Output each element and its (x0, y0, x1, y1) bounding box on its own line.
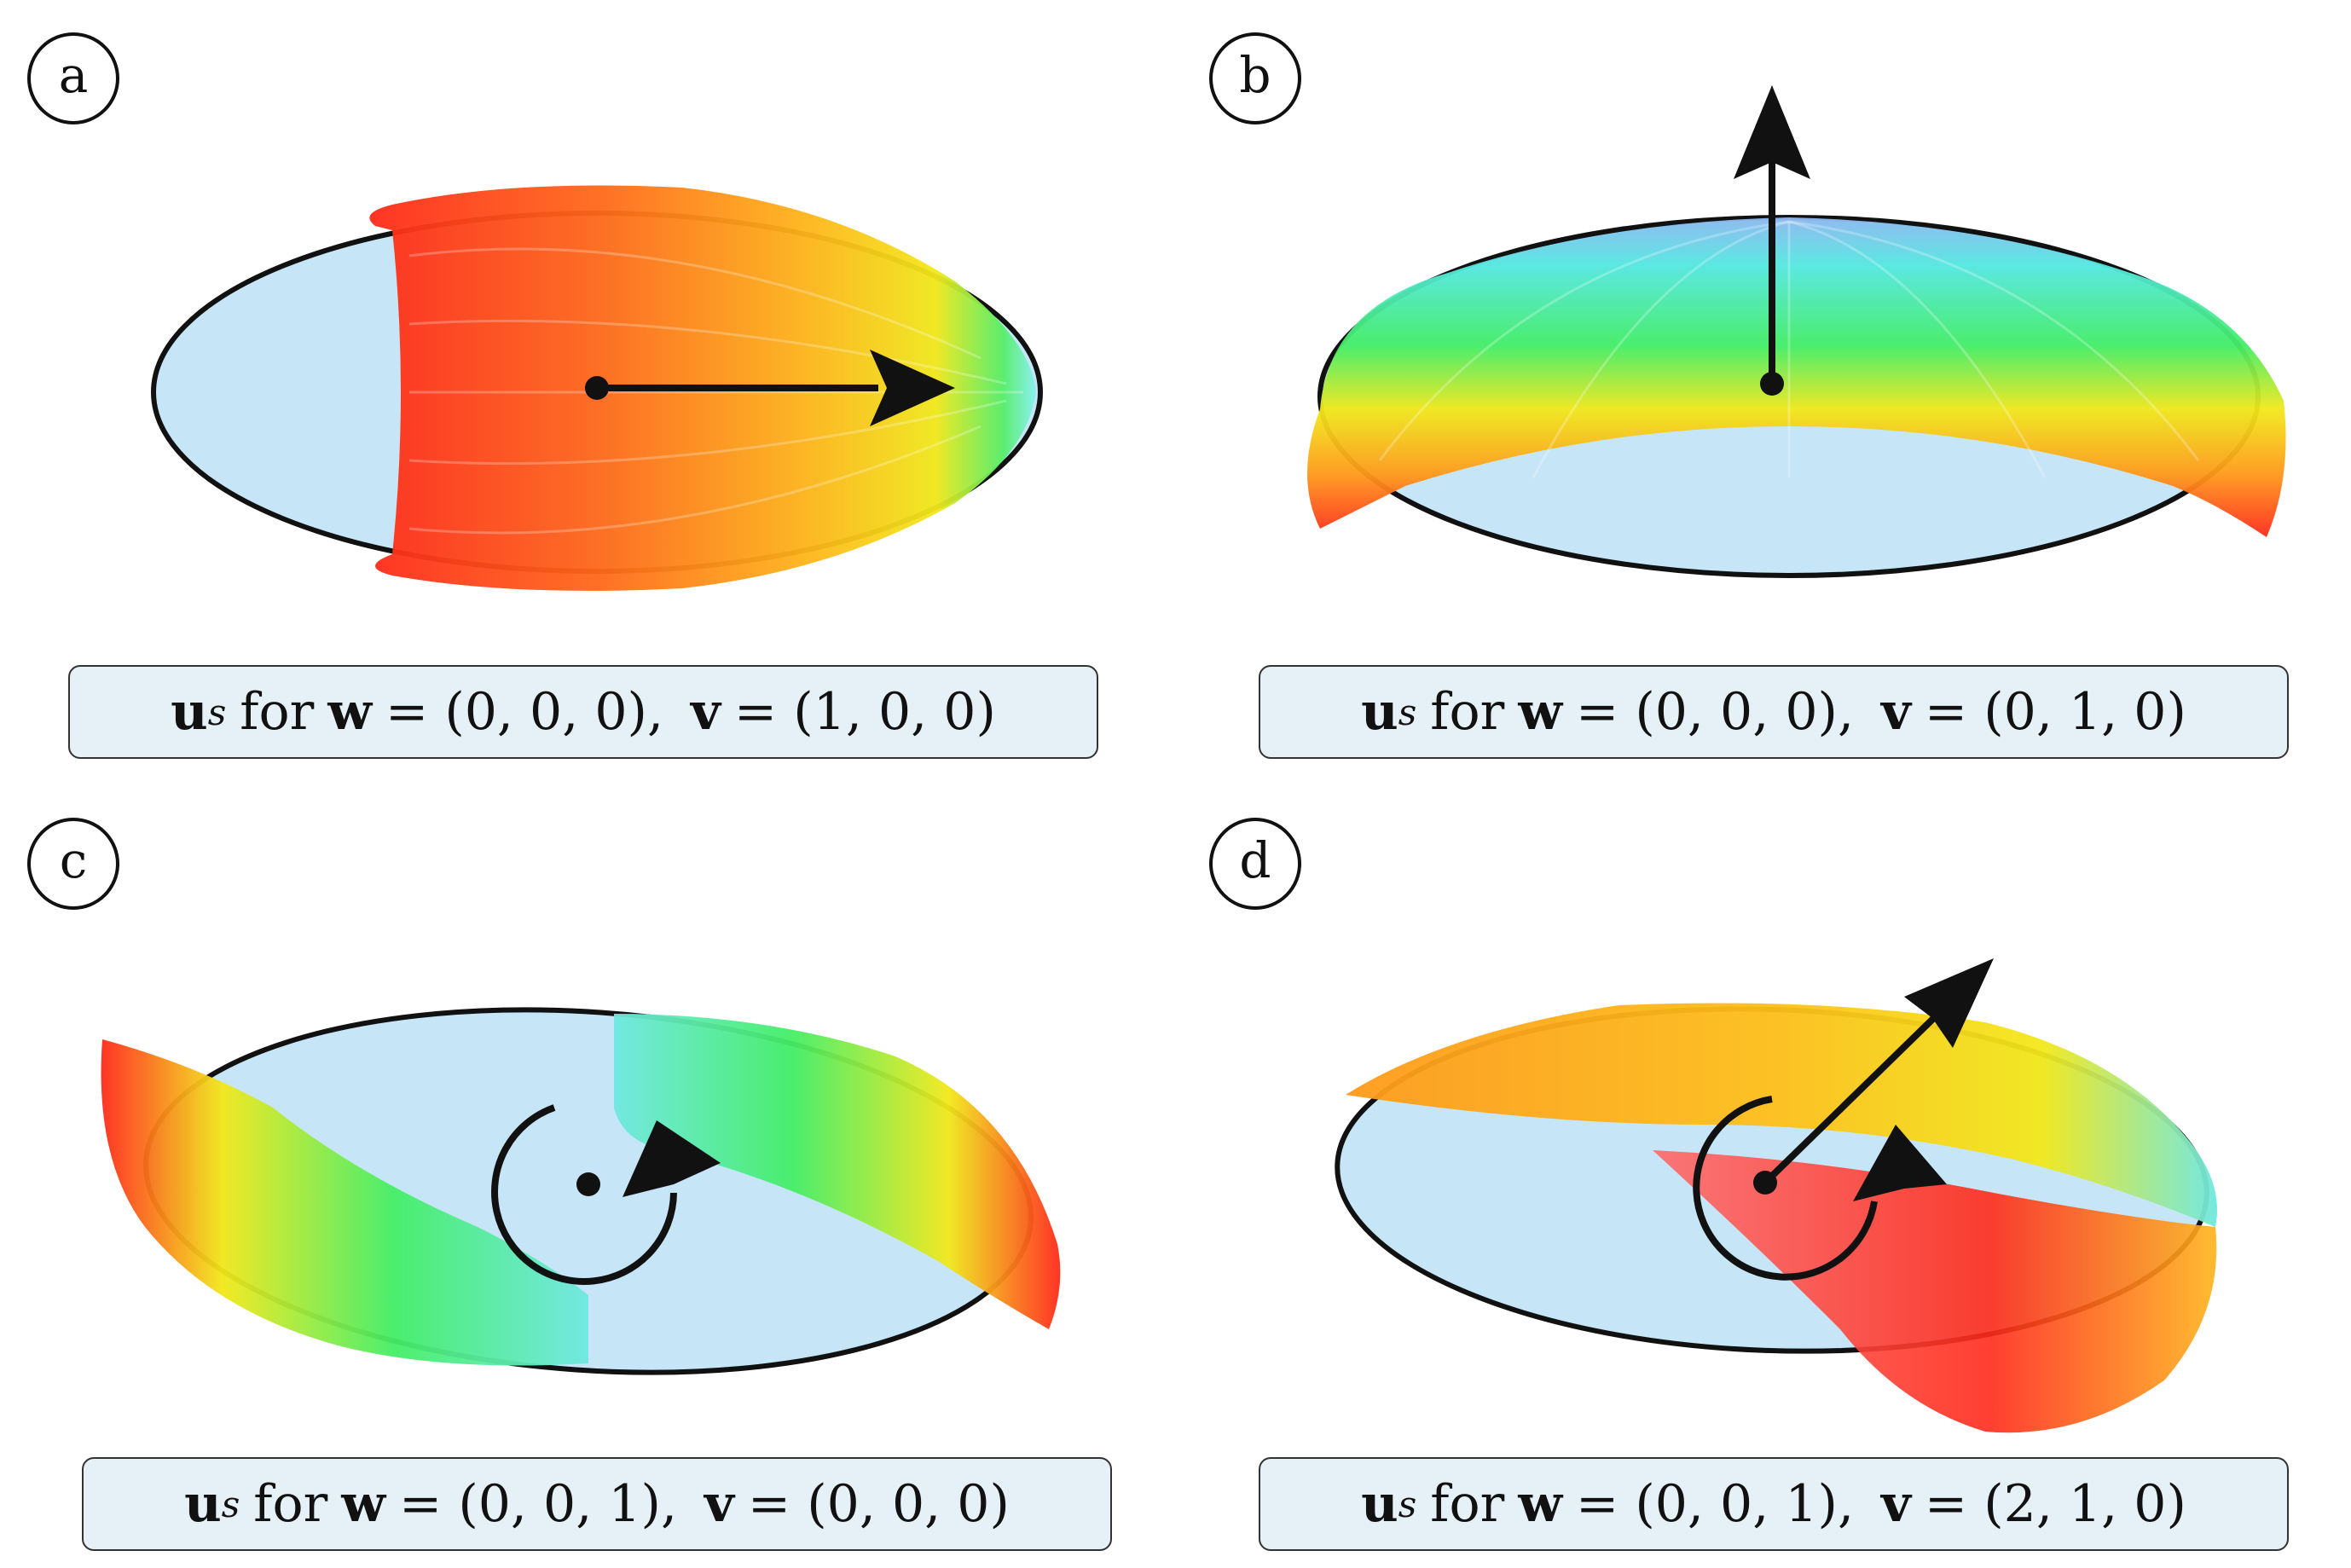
ellipse-flow-diagram-c (101, 1007, 1061, 1375)
velocity-arrow-b (1734, 85, 1810, 396)
flow-strokes-a (408, 247, 1023, 535)
flow-field-d-bottom (1653, 1150, 2217, 1433)
ellipse-flow-diagram-d (1335, 958, 2217, 1433)
velocity-arrow-d (1753, 958, 1994, 1195)
flow-field-d-top (1346, 1003, 2217, 1227)
flow-field-c-left (101, 1039, 589, 1366)
rotation-indicator-c (491, 1104, 721, 1285)
panel-label-b: b (1209, 32, 1301, 124)
rotation-indicator-d (1693, 1096, 1947, 1281)
ellipse-flow-diagram-a (151, 185, 1043, 591)
flow-strokes-b (1378, 220, 2200, 478)
panel-label-a: a (27, 32, 119, 124)
flow-field-b (1307, 217, 2286, 537)
ellipse-flow-diagram-b (1307, 85, 2286, 578)
panel-label-c: c (27, 818, 119, 910)
velocity-arrow-a (585, 350, 955, 426)
panel-label-d: d (1209, 818, 1301, 910)
flow-field-c-right (614, 1014, 1061, 1329)
